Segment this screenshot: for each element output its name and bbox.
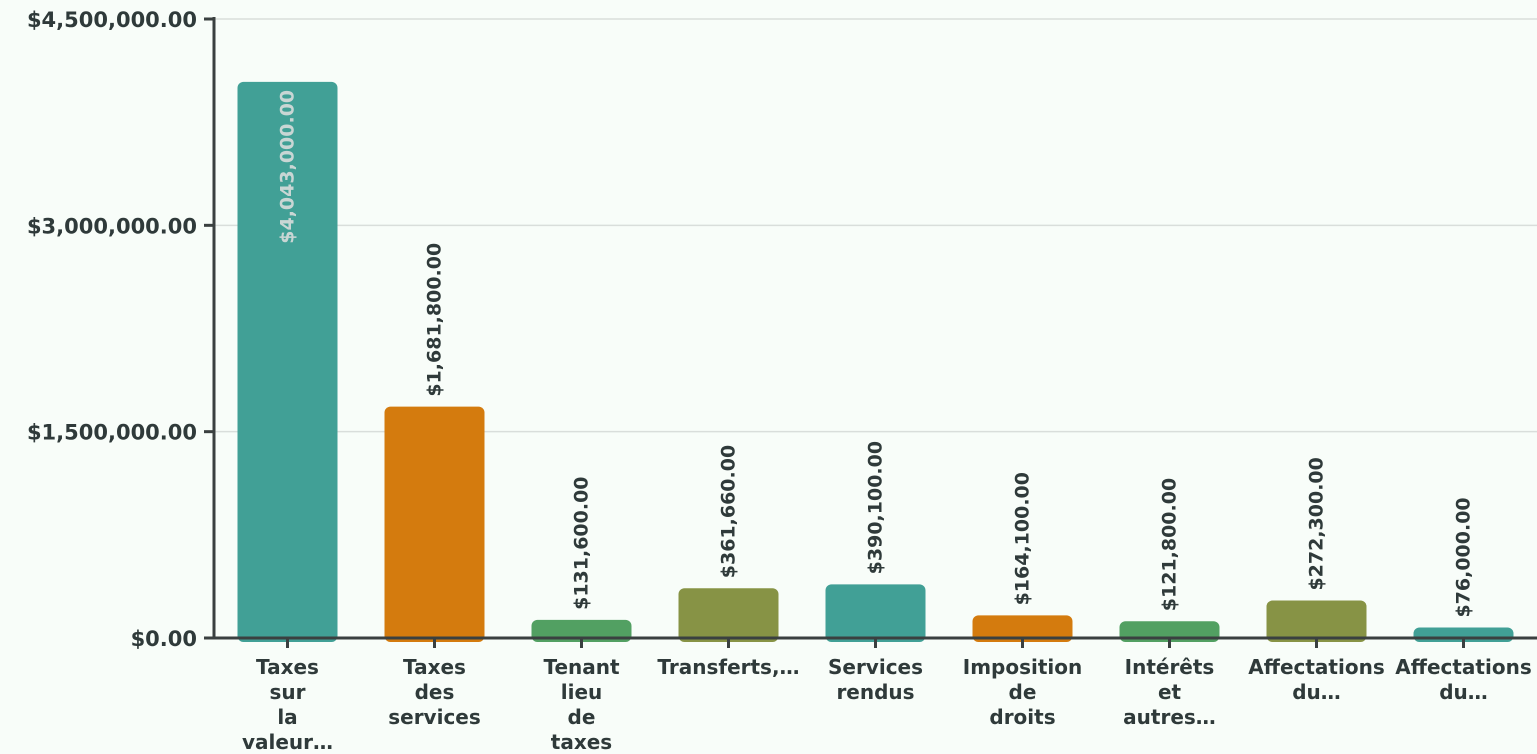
x-tick-label: Tenant lieu de taxes: [543, 655, 620, 754]
value-label: $164,100.00: [1012, 472, 1034, 605]
bar: [678, 588, 779, 642]
y-tick-label: $0.00: [131, 627, 197, 651]
bars: [237, 81, 1514, 642]
y-tick-label: $4,500,000.00: [27, 8, 197, 32]
value-label: $131,600.00: [571, 476, 593, 609]
value-label: $390,100.00: [865, 441, 887, 574]
value-labels: $4,043,000.00 $1,681,800.00 $131,600.00 $36…: [277, 90, 1475, 618]
bar: [384, 406, 485, 642]
x-tick-label: Intérêts et autres…: [1123, 655, 1216, 729]
bar: [972, 615, 1073, 642]
x-tick-label: Taxes des services: [388, 655, 481, 729]
value-label: $1,681,800.00: [424, 243, 446, 397]
value-label: $121,800.00: [1159, 478, 1181, 611]
x-tick-label: Services rendus: [828, 655, 923, 704]
x-tick-label: Affectations du…: [1248, 655, 1384, 704]
bar: [531, 619, 632, 642]
x-tick-label: Taxes sur la valeur…: [242, 655, 333, 754]
value-label: $272,300.00: [1306, 457, 1328, 590]
bar: [825, 584, 926, 642]
y-tick-labels: $0.00 $1,500,000.00 $3,000,000.00 $4,500,00…: [27, 8, 197, 651]
value-label: $4,043,000.00: [277, 90, 299, 244]
x-category-labels: Taxes sur la valeur… Taxes des services Tenant l…: [242, 655, 1532, 754]
y-tick-label: $3,000,000.00: [27, 214, 197, 238]
bar: [1266, 600, 1367, 642]
x-tick-label: Affectations du…: [1395, 655, 1531, 704]
y-tick-label: $1,500,000.00: [27, 421, 197, 445]
x-tick-label: Transferts,…: [657, 655, 799, 679]
value-label: $76,000.00: [1453, 497, 1475, 617]
value-label: $361,660.00: [718, 445, 740, 578]
grid-lines: [214, 18, 1537, 433]
axes: [204, 17, 1537, 648]
x-tick-label: Imposition de droits: [963, 655, 1083, 729]
bar: [237, 81, 338, 642]
